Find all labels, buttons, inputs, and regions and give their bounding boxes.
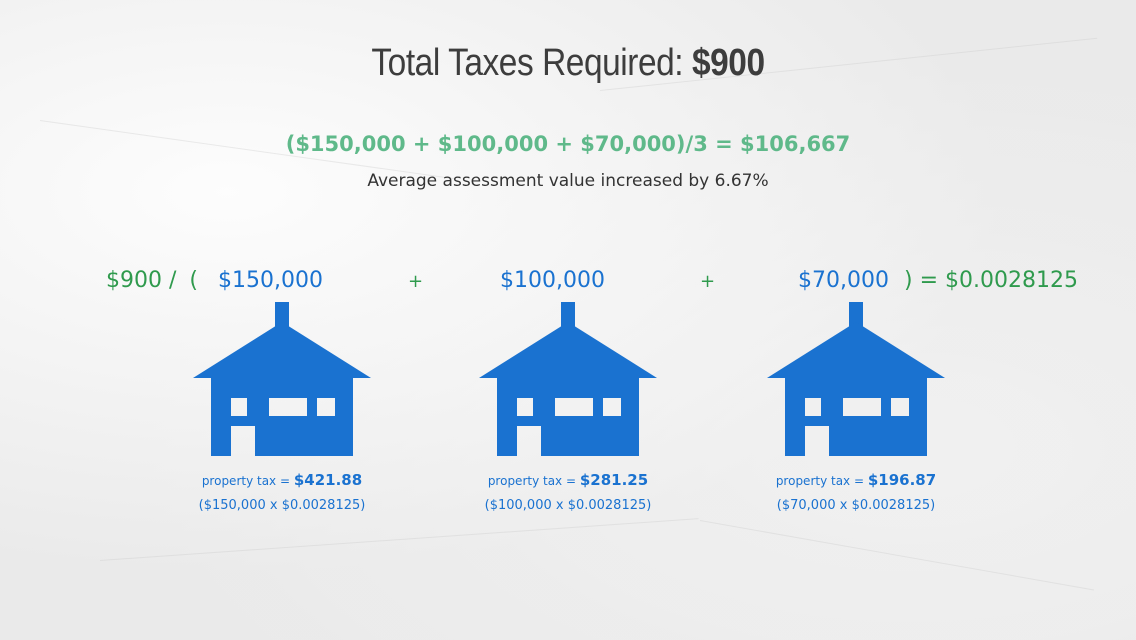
equation-plus-2: + bbox=[700, 271, 716, 292]
title-prefix: Total Taxes Required: bbox=[371, 42, 684, 84]
property-tax-calc-1: ($150,000 x $0.0028125) bbox=[198, 498, 366, 513]
property-tax-2: property tax = $281.25 bbox=[438, 471, 698, 489]
property-tax-calc-2: ($100,000 x $0.0028125) bbox=[484, 498, 652, 513]
equation-value-3: $70,000 bbox=[798, 268, 889, 293]
paper-crease bbox=[99, 518, 699, 561]
title-amount: $900 bbox=[691, 42, 765, 84]
house-icon bbox=[767, 302, 945, 458]
equation-lead: $900 / ( bbox=[106, 268, 198, 293]
property-tax-value: $421.88 bbox=[293, 471, 363, 489]
house-icon bbox=[193, 302, 371, 458]
property-tax-label: property tax = bbox=[775, 474, 868, 488]
property-tax-value: $196.87 bbox=[867, 471, 937, 489]
assessment-increase-note: Average assessment value increased by 6.… bbox=[367, 171, 769, 191]
house-icon bbox=[479, 302, 657, 458]
property-tax-label: property tax = bbox=[487, 474, 580, 488]
average-formula: ($150,000 + $100,000 + $70,000)/3 = $106… bbox=[285, 132, 851, 156]
equation-value-2: $100,000 bbox=[500, 268, 605, 293]
property-tax-1: property tax = $421.88 bbox=[152, 471, 412, 489]
page-title: Total Taxes Required: $900 bbox=[68, 42, 1068, 85]
equation-result: ) = $0.0028125 bbox=[904, 268, 1078, 293]
property-tax-3: property tax = $196.87 bbox=[726, 471, 986, 489]
equation-plus-1: + bbox=[408, 271, 424, 292]
property-tax-calc-3: ($70,000 x $0.0028125) bbox=[776, 498, 936, 513]
paper-crease bbox=[699, 520, 1095, 591]
equation-open-paren: ( bbox=[189, 268, 198, 293]
equation-lead-text: $900 / bbox=[106, 268, 177, 293]
equation-value-1: $150,000 bbox=[218, 268, 323, 293]
property-tax-value: $281.25 bbox=[579, 471, 649, 489]
property-tax-label: property tax = bbox=[201, 474, 294, 488]
